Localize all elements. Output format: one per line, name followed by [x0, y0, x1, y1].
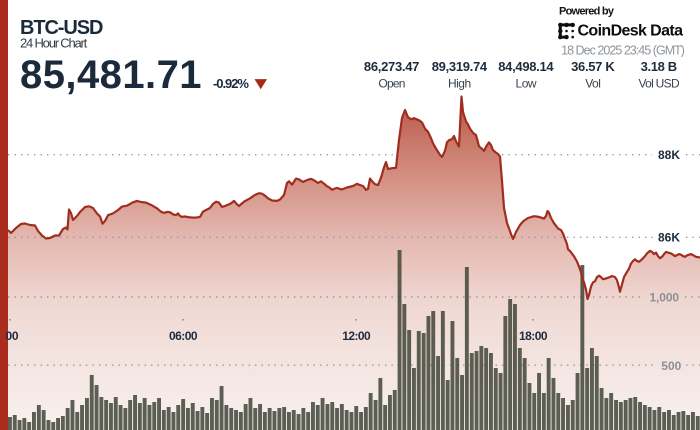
svg-text:-0.92%: -0.92% [213, 76, 249, 91]
svg-text:1,000: 1,000 [649, 291, 679, 305]
svg-text:12:00: 12:00 [342, 329, 371, 343]
svg-text:84,498.14: 84,498.14 [498, 59, 554, 74]
svg-text:06:00: 06:00 [169, 329, 198, 343]
svg-text:Vol USD: Vol USD [638, 77, 679, 91]
svg-text:Low: Low [516, 77, 537, 91]
svg-text:86K: 86K [658, 230, 680, 244]
svg-text:High: High [448, 77, 471, 91]
svg-text:85,481.71: 85,481.71 [20, 53, 202, 97]
svg-text:BTC-USD: BTC-USD [20, 17, 103, 39]
svg-text:00: 00 [6, 329, 19, 343]
svg-text:CoinDesk Data: CoinDesk Data [578, 23, 684, 40]
svg-text:Open: Open [378, 77, 404, 91]
svg-text:Vol: Vol [585, 77, 600, 91]
svg-text:88K: 88K [658, 148, 680, 162]
svg-text:18:00: 18:00 [519, 329, 548, 343]
svg-text:86,273.47: 86,273.47 [364, 59, 419, 74]
svg-text:89,319.74: 89,319.74 [432, 59, 488, 74]
svg-text:36.57 K: 36.57 K [571, 59, 615, 74]
svg-text:3.18 B: 3.18 B [641, 59, 677, 74]
svg-text:18 Dec 2025 23:45 (GMT): 18 Dec 2025 23:45 (GMT) [561, 44, 685, 58]
svg-text:24 Hour Chart: 24 Hour Chart [20, 35, 88, 50]
svg-text:Powered by: Powered by [559, 6, 615, 18]
svg-text:500: 500 [661, 359, 681, 373]
